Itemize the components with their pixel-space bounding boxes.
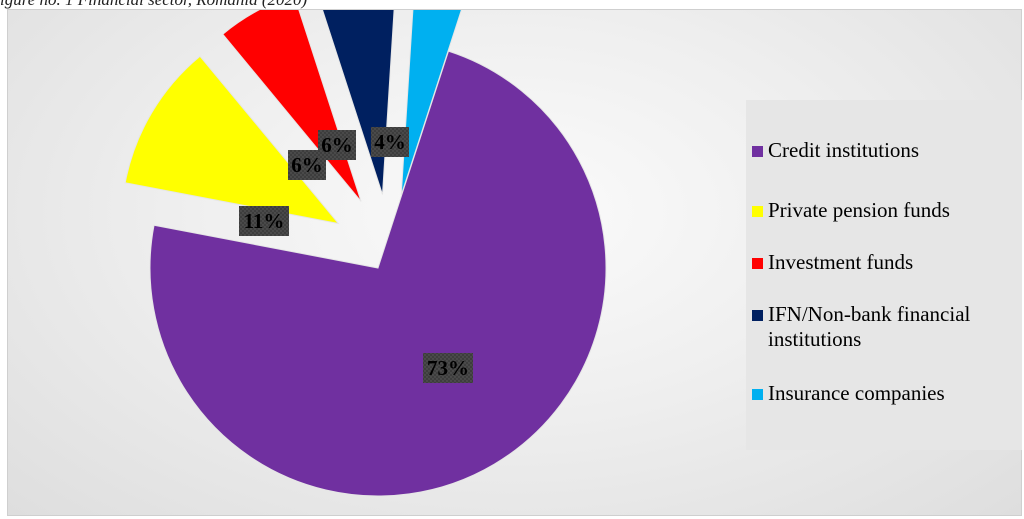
data-label: 6%	[321, 133, 353, 157]
legend-item-credit-institutions: Credit institutions	[752, 138, 1008, 163]
data-label-box	[318, 130, 356, 160]
legend-swatch	[752, 310, 763, 321]
slice-insurance-companies	[400, 10, 462, 196]
legend-label: Investment funds	[768, 250, 914, 274]
legend-swatch	[752, 389, 763, 400]
data-label-box	[239, 206, 289, 236]
legend-label: Insurance companies	[768, 381, 945, 405]
data-label-box	[423, 353, 473, 383]
data-label: 4%	[374, 130, 406, 154]
chart-area: 73% 11% 6% 6% 4% Credit institutions Private…	[7, 9, 1022, 516]
legend-swatch	[752, 258, 763, 269]
data-label: 73%	[427, 356, 469, 380]
legend-label: Credit institutions	[768, 138, 920, 162]
slice-private-pension-funds	[124, 55, 340, 225]
figure-caption: igure no. 1 Financial sector, Romania (2…	[0, 0, 1024, 9]
pie-chart: 73% 11% 6%6% 4%	[124, 10, 607, 497]
data-label-box	[371, 127, 409, 157]
slice-credit-institutions	[149, 50, 607, 497]
legend-item-ifn-non-bank: IFN/Non-bank financial institutions	[752, 302, 1008, 352]
data-label: 6%	[291, 153, 323, 177]
legend-label: Private pension funds	[768, 198, 950, 222]
legend-label: IFN/Non-bank financial institutions	[768, 302, 971, 351]
legend-item-private-pension-funds: Private pension funds	[752, 198, 1008, 223]
legend-swatch	[752, 206, 763, 217]
chart-legend: Credit institutions Private pension fund…	[746, 100, 1022, 450]
legend-swatch	[752, 146, 763, 157]
legend-item-insurance-companies: Insurance companies	[752, 381, 1008, 406]
data-label: 11%	[244, 209, 285, 233]
legend-item-investment-funds: Investment funds	[752, 250, 1008, 275]
